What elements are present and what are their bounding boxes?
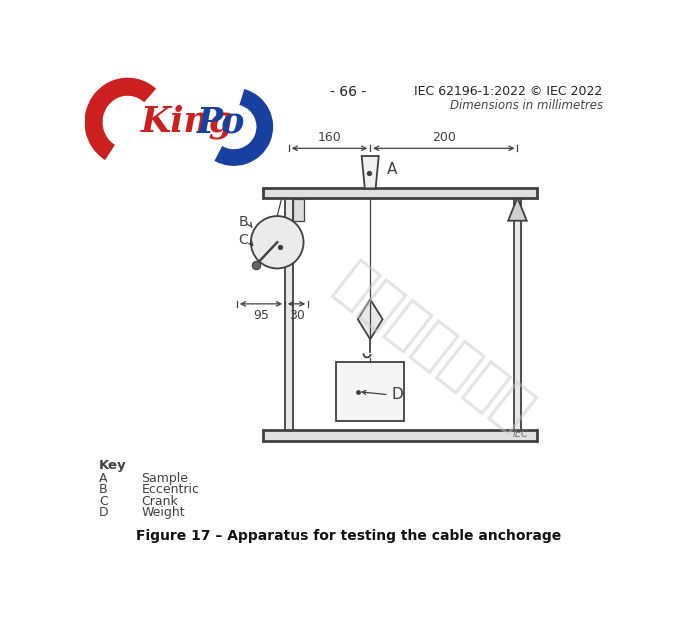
Text: 200: 200 (432, 131, 456, 144)
Text: D: D (392, 388, 404, 402)
Text: 160: 160 (318, 131, 341, 144)
Circle shape (251, 216, 303, 268)
Polygon shape (362, 156, 379, 188)
Text: Po: Po (197, 105, 245, 139)
Polygon shape (508, 198, 527, 221)
Text: C: C (238, 233, 248, 247)
Text: Sample: Sample (141, 472, 188, 485)
Bar (292, 199, 303, 221)
Text: Weight: Weight (141, 507, 185, 520)
Text: Key: Key (99, 459, 126, 472)
Bar (263, 188, 537, 198)
Text: C: C (99, 495, 107, 508)
Bar (336, 362, 405, 421)
Text: 未来实验室使用: 未来实验室使用 (326, 255, 542, 441)
Polygon shape (358, 299, 383, 339)
Text: 95: 95 (253, 309, 269, 322)
Text: D: D (99, 507, 109, 520)
Bar (285, 198, 292, 430)
Text: Dimensions in millimetres: Dimensions in millimetres (449, 99, 602, 112)
Bar (263, 430, 537, 441)
Text: King: King (141, 105, 234, 140)
Text: A: A (99, 472, 107, 485)
Text: A: A (387, 162, 398, 177)
Text: Figure 17 – Apparatus for testing the cable anchorage: Figure 17 – Apparatus for testing the ca… (136, 529, 561, 542)
Text: 30: 30 (288, 309, 305, 322)
Text: Crank: Crank (141, 495, 178, 508)
Bar (513, 198, 522, 430)
Text: - 66 -: - 66 - (330, 85, 367, 99)
Text: B: B (99, 483, 107, 496)
Text: B: B (238, 215, 248, 229)
Text: IEC 62196-1:2022 © IEC 2022: IEC 62196-1:2022 © IEC 2022 (414, 85, 602, 98)
Text: IEC: IEC (513, 428, 528, 438)
Text: Eccentric: Eccentric (141, 483, 199, 496)
